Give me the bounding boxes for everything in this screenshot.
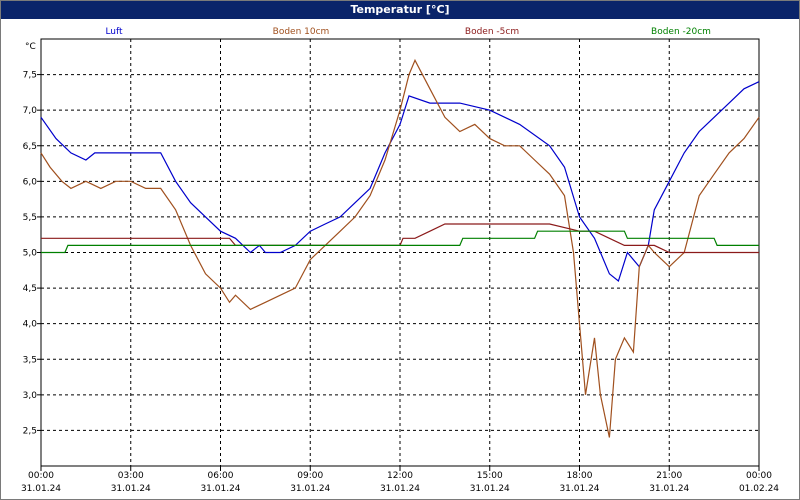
x-tick-time-label: 18:00 (567, 471, 593, 481)
x-tick-date-label: 31.01.24 (21, 484, 61, 494)
y-tick-label: 7,5 (23, 71, 37, 81)
series-line-luft (40, 81, 760, 283)
x-tick-date-label: 31.01.24 (290, 484, 330, 494)
x-tick-time-label: 06:00 (208, 471, 234, 481)
x-tick-date-label: 31.01.24 (649, 484, 689, 494)
y-tick-label: 3,0 (23, 391, 38, 401)
x-tick-date-label: 01.02.24 (739, 484, 779, 494)
y-tick-label: 4,5 (23, 284, 37, 294)
x-tick-time-label: 12:00 (387, 471, 413, 481)
grid (41, 39, 759, 466)
x-tick-time-label: 09:00 (297, 471, 323, 481)
y-tick-label: 3,5 (23, 355, 37, 365)
y-tick-label: 2,5 (23, 426, 37, 436)
x-tick-date-label: 31.01.24 (200, 484, 240, 494)
legend-entry: Boden -5cm (465, 27, 519, 37)
x-tick-date-label: 31.01.24 (470, 484, 510, 494)
chart-title: Temperatur [°C] (1, 1, 799, 19)
series-line-boden-10cm (40, 58, 760, 438)
y-tick-label: 5,0 (23, 249, 38, 259)
x-axis: 00:00 31.01.24 03:00 31.01.24 06:00 31.01.24 0… (21, 466, 779, 494)
legend-entry: Boden -20cm (651, 27, 711, 37)
y-axis-unit-label: °C (25, 42, 36, 52)
y-tick-label: 6,5 (23, 142, 37, 152)
x-tick-time-label: 21:00 (656, 471, 682, 481)
y-axis: 7,5 7,0 6,5 6,0 5,5 5,0 4,5 4,0 3,5 3,0 2,5 (23, 71, 41, 436)
x-tick-date-label: 31.01.24 (111, 484, 151, 494)
series-lines (40, 58, 760, 438)
legend-entry: Boden 10cm (273, 27, 330, 37)
x-tick-time-label: 03:00 (118, 471, 144, 481)
y-tick-label: 4,0 (23, 320, 38, 330)
series-line-boden-20cm (41, 230, 759, 254)
x-tick-time-label: 15:00 (477, 471, 503, 481)
x-tick-date-label: 31.01.24 (559, 484, 599, 494)
temperature-chart: °C Luft Boden 10cm Boden -5cm Boden -20cm 7… (21, 27, 779, 494)
y-tick-label: 5,5 (23, 213, 37, 223)
series-line-boden-5cm (41, 223, 759, 254)
legend: Luft Boden 10cm Boden -5cm Boden -20cm (105, 27, 711, 37)
legend-entry: Luft (105, 27, 123, 37)
x-tick-date-label: 31.01.24 (380, 484, 420, 494)
x-tick-time-label: 00:00 (746, 471, 772, 481)
y-tick-label: 6,0 (23, 177, 38, 187)
x-tick-time-label: 00:00 (28, 471, 54, 481)
y-tick-label: 7,0 (23, 106, 38, 116)
